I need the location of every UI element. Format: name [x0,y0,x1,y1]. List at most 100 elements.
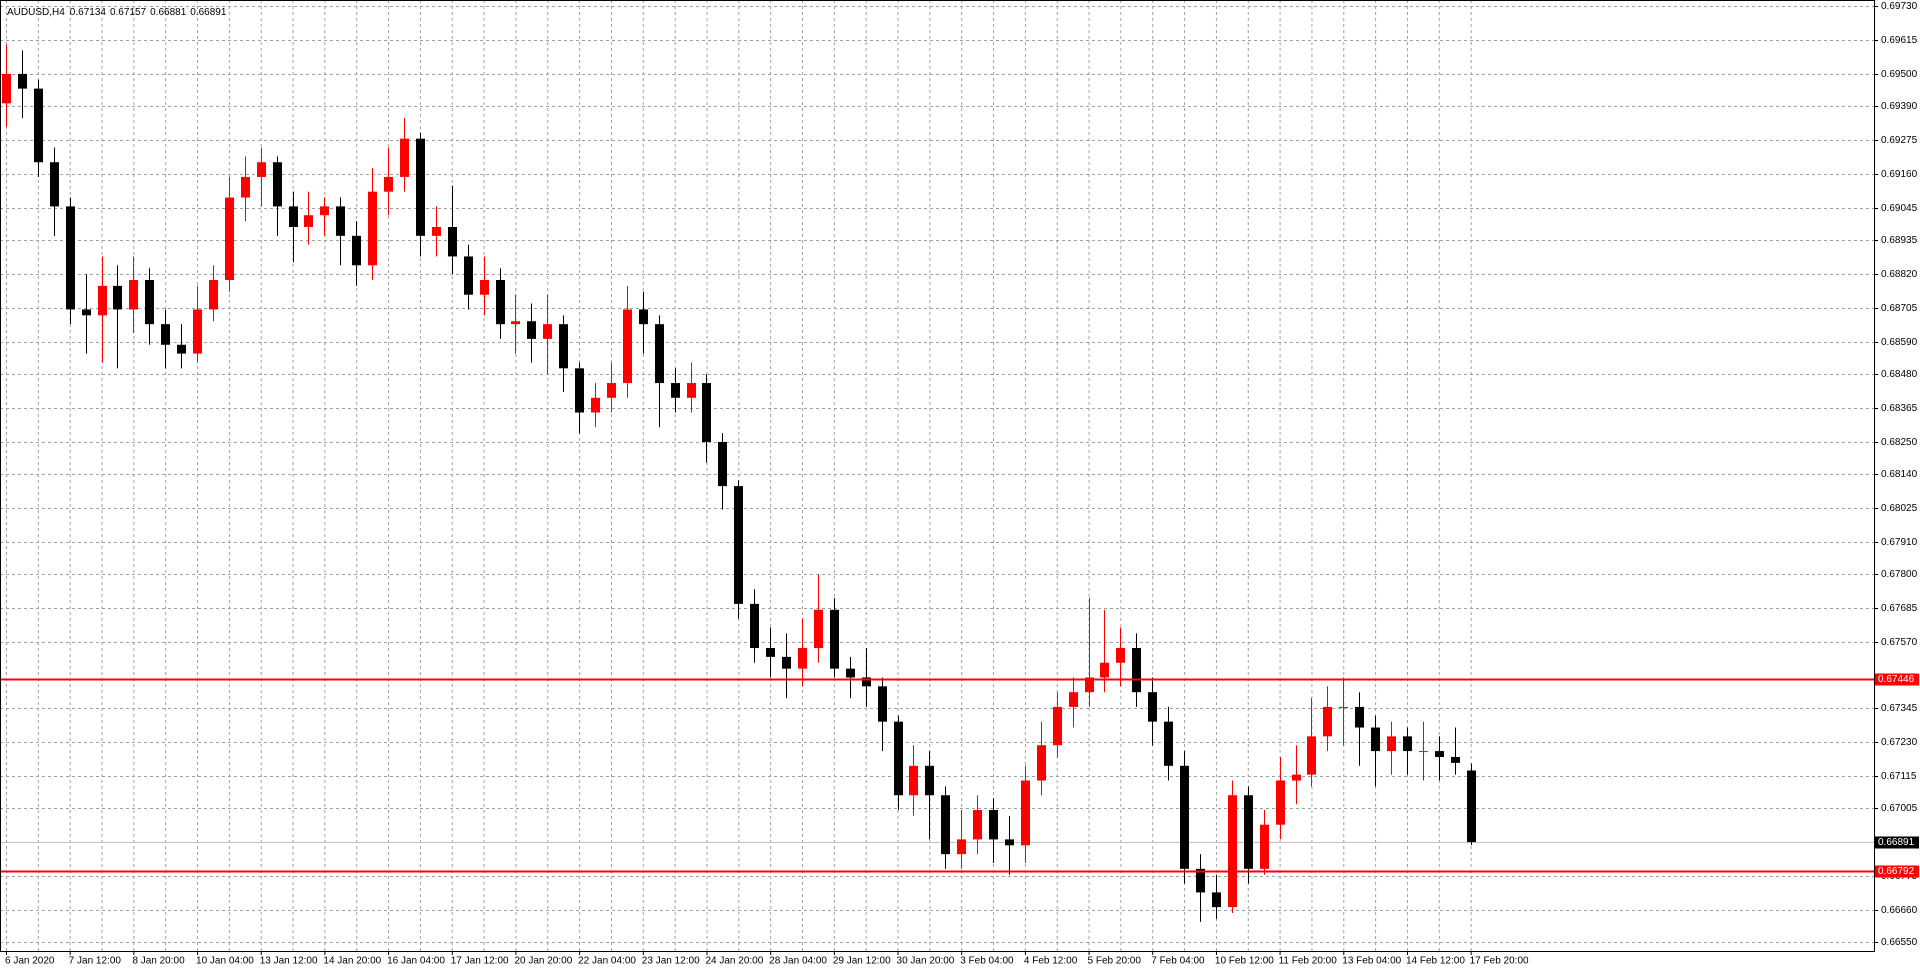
candle-body [1451,756,1460,763]
x-tick-label: 20 Jan 20:00 [514,956,572,967]
candle-body [894,721,903,796]
x-tick-label: 13 Jan 12:00 [260,956,318,967]
y-tick-label: 0.67230 [1881,737,1918,748]
candle-body [352,235,361,266]
y-tick-label: 0.69045 [1881,203,1918,214]
candle-body [909,765,918,796]
candle-body [273,162,282,207]
candle-body [464,256,473,295]
last-open: 0.67134 [70,7,107,18]
y-tick-label: 0.67005 [1881,803,1918,814]
candle-body [1371,727,1380,752]
y-tick-label: 0.68820 [1881,269,1918,280]
candle-body [384,176,393,192]
candle-body [1419,751,1428,753]
x-tick-label: 7 Jan 12:00 [69,956,122,967]
y-tick-label: 0.69500 [1881,69,1918,80]
candle-body [1021,780,1030,846]
candle-body [336,206,345,236]
candle-body [1100,662,1109,678]
candle-body [82,309,91,316]
candle-body [34,88,43,163]
x-tick-label: 28 Jan 04:00 [769,956,827,967]
x-tick-label: 3 Feb 04:00 [960,956,1014,967]
candle-body [98,285,107,316]
candle-body [1164,721,1173,766]
candle-body [320,206,329,216]
y-tick-label: 0.68935 [1881,235,1918,246]
candle-body [718,441,727,487]
candle-body [1276,780,1285,825]
y-tick-label: 0.67115 [1881,771,1917,782]
x-tick-label: 24 Jan 20:00 [705,956,763,967]
y-tick-label: 0.69390 [1881,101,1918,112]
candle-body [591,397,600,413]
candle-body [1053,706,1062,746]
y-tick-label: 0.69275 [1881,135,1918,146]
plot-frame [0,0,1875,952]
x-tick-label: 11 Feb 20:00 [1279,956,1338,967]
candle-body [639,309,648,325]
y-tick-label: 0.67570 [1881,637,1918,648]
current-price-label: 0.66891 [1878,837,1915,848]
symbol: AUDUSD,H4 [7,7,65,18]
y-tick-label: 0.67685 [1881,603,1918,614]
candle-body [766,648,775,657]
candle-body [989,809,998,840]
candle-body [671,383,680,398]
candle-body [1069,692,1078,707]
y-tick-label: 0.67910 [1881,537,1918,548]
candle-body [304,215,313,228]
level-label-box [1875,865,1919,878]
x-tick-label: 10 Jan 04:00 [196,956,254,967]
candle-body [925,765,934,796]
current-price-box [1875,836,1919,849]
y-tick-label: 0.68705 [1881,303,1918,314]
candle-body [416,138,425,236]
candle-body [527,321,536,339]
candle-body [687,383,696,398]
x-tick-label: 4 Feb 12:00 [1024,956,1078,967]
candle-body [1307,736,1316,775]
candle-body [289,206,298,228]
y-tick-label: 0.68025 [1881,503,1918,514]
candle-body [941,795,950,855]
candle-body [161,324,170,345]
x-tick-label: 8 Jan 20:00 [132,956,185,967]
candle-body [1212,892,1221,908]
candle-body [623,309,632,384]
candle-body [1292,774,1301,781]
y-tick-label: 0.69160 [1881,169,1918,180]
candle-body [496,280,505,325]
x-tick-label: 7 Feb 04:00 [1151,956,1205,967]
candle-body [1323,706,1332,737]
candle-body [177,344,186,354]
y-tick-label: 0.68590 [1881,337,1918,348]
candle-body [798,648,807,669]
candle-body [400,138,409,177]
candle-body [193,309,202,354]
candle-body [1196,868,1205,893]
candle-body [830,609,839,669]
candle-body [66,206,75,310]
candle-body [50,162,59,207]
candle-body [129,280,138,310]
candle-body [145,280,154,325]
x-tick-label: 14 Feb 12:00 [1406,956,1465,967]
candle-body [1435,751,1444,757]
candle-body [209,280,218,310]
candle-body [241,176,250,198]
candle-body [814,609,823,649]
y-tick-label: 0.69730 [1881,1,1918,12]
candle-body [113,285,122,310]
candle-body [1260,824,1269,869]
candle-body [607,383,616,398]
y-tick-label: 0.68140 [1881,469,1918,480]
candle-body [957,839,966,855]
y-tick-label: 0.66660 [1881,905,1918,916]
candle-body [225,197,234,281]
candle-body [368,191,377,266]
y-tick-label: 0.67800 [1881,569,1918,580]
